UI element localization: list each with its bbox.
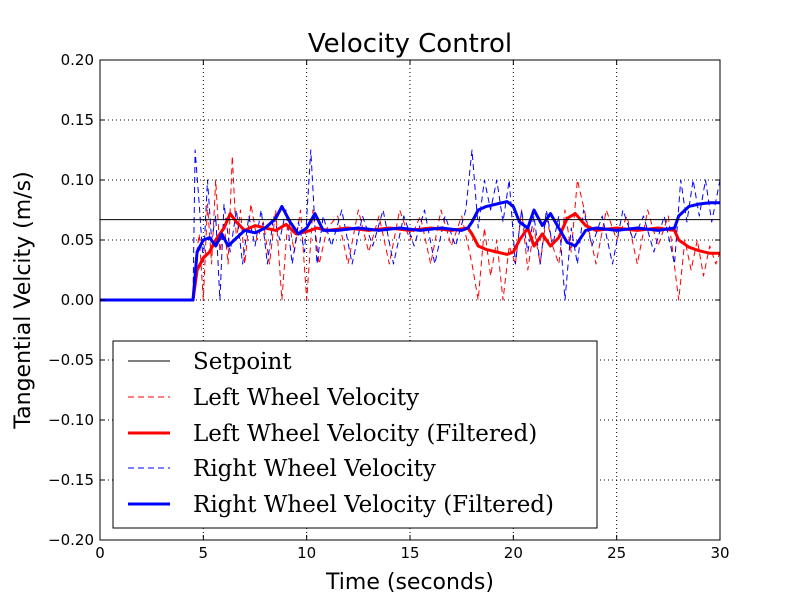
y-tick-label: 0.15 [61, 111, 94, 129]
x-axis-label: Time (seconds) [325, 570, 494, 595]
series-line-2 [100, 212, 720, 302]
series-lines [100, 149, 721, 302]
legend-label: Right Wheel Velocity (Filtered) [193, 492, 554, 518]
y-axis-label: Tangential Velcity (m/s) [11, 171, 36, 429]
x-tick-label: 25 [607, 544, 626, 562]
legend-label: Setpoint [193, 349, 292, 375]
y-tick-label: −0.10 [48, 411, 94, 429]
legend-box [112, 340, 598, 529]
axis-ticks: 0 5 10 15 20 25 30 −0.20 −0.15 −0.10 −0.05 0.00 0.05… [48, 51, 730, 562]
x-tick-label: 15 [400, 544, 419, 562]
legend-label: Left Wheel Velocity (Filtered) [193, 421, 537, 447]
legend: Setpoint Left Wheel Velocity Left Wheel Ve… [112, 340, 598, 529]
legend-label: Right Wheel Velocity [193, 456, 436, 482]
series-line-4 [100, 200, 720, 302]
y-tick-label: −0.20 [48, 531, 94, 549]
chart-title: Velocity Control [308, 29, 512, 59]
x-tick-label: 10 [297, 544, 316, 562]
y-tick-label: 0.05 [61, 231, 94, 249]
y-tick-label: −0.05 [48, 351, 94, 369]
y-tick-label: 0.20 [61, 51, 94, 69]
legend-label: Left Wheel Velocity [193, 385, 419, 411]
x-tick-label: 5 [199, 544, 209, 562]
y-tick-label: 0.10 [61, 171, 94, 189]
x-tick-label: 0 [95, 544, 105, 562]
x-tick-label: 20 [504, 544, 523, 562]
y-tick-label: −0.15 [48, 471, 94, 489]
x-tick-label: 30 [710, 544, 729, 562]
y-tick-label: 0.00 [61, 291, 94, 309]
